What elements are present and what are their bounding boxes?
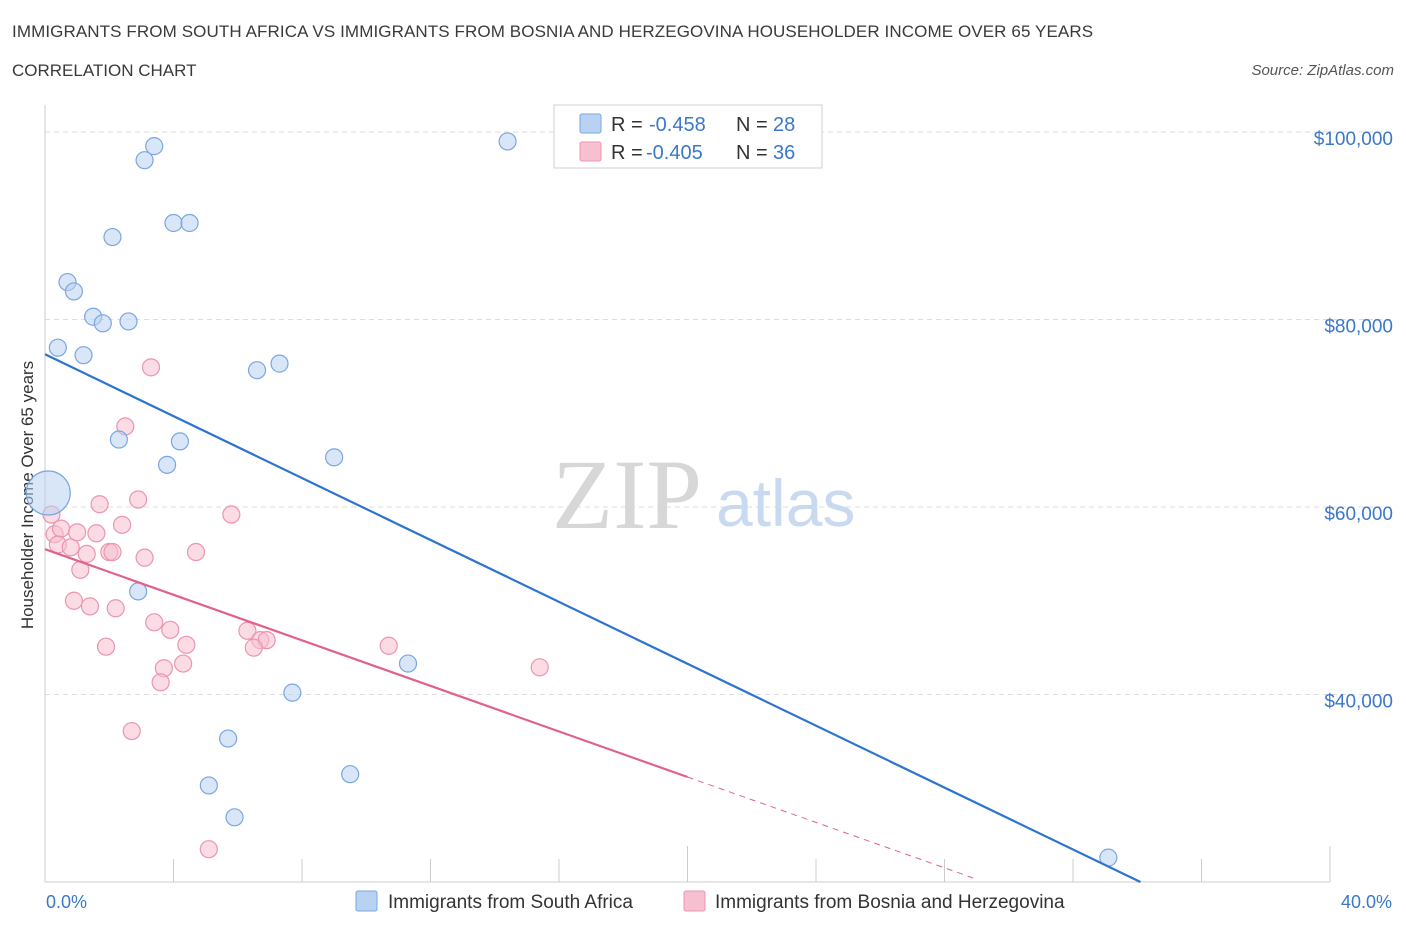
- south-africa-point-21: [398, 654, 418, 673]
- south-africa-point-17: [170, 432, 190, 451]
- south-africa-point-0: [25, 470, 71, 516]
- trend-line-south-africa: [44, 353, 1141, 883]
- bosnia-point-4: [61, 538, 80, 557]
- south-africa-point-19: [325, 448, 344, 467]
- y-tick-labels: $40,000 $60,000 $80,000 $100,000: [1314, 129, 1393, 712]
- south-africa-point-8: [64, 282, 84, 301]
- bosnia-point-29: [244, 638, 263, 657]
- chart-subtitle: CORRELATION CHART: [12, 61, 197, 80]
- south-africa-point-12: [48, 338, 67, 357]
- x-tick-labels: 0.0% 40.0%: [46, 892, 1392, 912]
- bosnia-point-7: [112, 515, 132, 534]
- bosnia-point-21: [106, 599, 125, 618]
- bosnia-point-13: [186, 542, 206, 562]
- bosnia-point-8: [77, 544, 96, 564]
- y-tick-label-2: $80,000: [1324, 317, 1393, 338]
- bosnia-point-6: [87, 524, 106, 543]
- watermark-zip: ZIP: [552, 439, 702, 550]
- bosnia-point-16: [222, 505, 241, 524]
- source-note: Source: ZipAtlas.com: [1251, 62, 1394, 79]
- series-bosnia-points: [42, 358, 549, 859]
- grid-lines: [45, 131, 1393, 696]
- legend-r-value-1: -0.458: [649, 114, 706, 136]
- x-tick-label-min: 0.0%: [46, 892, 87, 912]
- bosnia-point-12: [135, 548, 154, 567]
- bosnia-point-18: [141, 358, 161, 377]
- legend-n-value-2: 36: [773, 142, 795, 164]
- bosnia-point-36: [199, 840, 218, 859]
- x-tick-label-max: 40.0%: [1341, 892, 1392, 912]
- legend-n-label-2: N =: [736, 142, 768, 164]
- bosnia-point-22: [145, 613, 164, 632]
- legend-r-label-1: R =: [611, 114, 643, 136]
- south-africa-point-11: [119, 312, 138, 331]
- bosnia-point-32: [174, 654, 193, 673]
- bosnia-point-34: [530, 658, 549, 677]
- bottom-legend-swatch-blue: [355, 890, 378, 912]
- bottom-legend-label-south-africa: Immigrants from South Africa: [388, 892, 633, 913]
- bosnia-point-28: [177, 635, 196, 654]
- south-africa-point-23: [219, 729, 238, 748]
- y-tick-label-0: $40,000: [1324, 692, 1393, 713]
- bosnia-point-30: [379, 636, 398, 655]
- legend-r-label-2: R =: [611, 142, 643, 164]
- south-africa-point-4: [164, 213, 183, 233]
- south-africa-point-2: [135, 151, 154, 170]
- south-africa-point-14: [270, 354, 289, 373]
- legend-n-value-1: 28: [773, 114, 795, 136]
- bosnia-point-20: [80, 597, 100, 616]
- south-africa-point-10: [93, 314, 112, 333]
- bosnia-point-5: [68, 523, 87, 542]
- south-africa-point-5: [180, 213, 199, 233]
- legend: R = -0.458 N = 28 R = -0.405 N = 36: [553, 104, 823, 169]
- trend-lines: [44, 353, 1141, 883]
- trend-line-bosnia: [44, 548, 688, 779]
- bosnia-point-23: [161, 620, 180, 639]
- series-south-africa-points: [25, 132, 1118, 867]
- bottom-legend-label-bosnia: Immigrants from Bosnia and Herzegovina: [715, 892, 1065, 913]
- south-africa-point-13: [74, 346, 93, 365]
- bosnia-point-11: [103, 542, 122, 562]
- legend-swatch-blue: [579, 113, 602, 134]
- south-africa-point-3: [498, 132, 517, 151]
- south-africa-point-15: [247, 361, 267, 380]
- bosnia-point-35: [122, 721, 141, 741]
- south-africa-point-18: [157, 455, 177, 474]
- bosnia-point-33: [151, 673, 170, 692]
- bosnia-point-19: [64, 591, 84, 610]
- legend-swatch-pink: [579, 141, 602, 162]
- watermark: ZIP atlas: [552, 439, 855, 550]
- chart-title: IMMIGRANTS FROM SOUTH AFRICA VS IMMIGRAN…: [12, 22, 1094, 41]
- legend-n-label-1: N =: [736, 114, 768, 136]
- south-africa-point-25: [199, 776, 218, 795]
- trend-line-bosnia-extension: [687, 776, 977, 880]
- south-africa-point-16: [109, 430, 128, 449]
- south-africa-point-24: [341, 765, 360, 784]
- legend-r-value-2: -0.405: [646, 142, 703, 164]
- bosnia-point-24: [238, 621, 257, 640]
- y-tick-label-3: $100,000: [1314, 129, 1393, 150]
- south-africa-point-22: [283, 683, 302, 702]
- south-africa-point-6: [103, 227, 122, 247]
- bosnia-point-14: [90, 495, 109, 514]
- south-africa-point-1: [145, 137, 164, 156]
- bottom-legend: Immigrants from South Africa Immigrants …: [355, 890, 1065, 913]
- y-tick-label-1: $60,000: [1324, 504, 1393, 525]
- bosnia-point-2: [51, 519, 71, 538]
- watermark-atlas: atlas: [716, 466, 855, 540]
- bosnia-point-27: [96, 637, 116, 656]
- bosnia-point-15: [129, 490, 148, 509]
- bottom-legend-swatch-pink: [683, 890, 706, 912]
- south-africa-point-26: [225, 808, 244, 827]
